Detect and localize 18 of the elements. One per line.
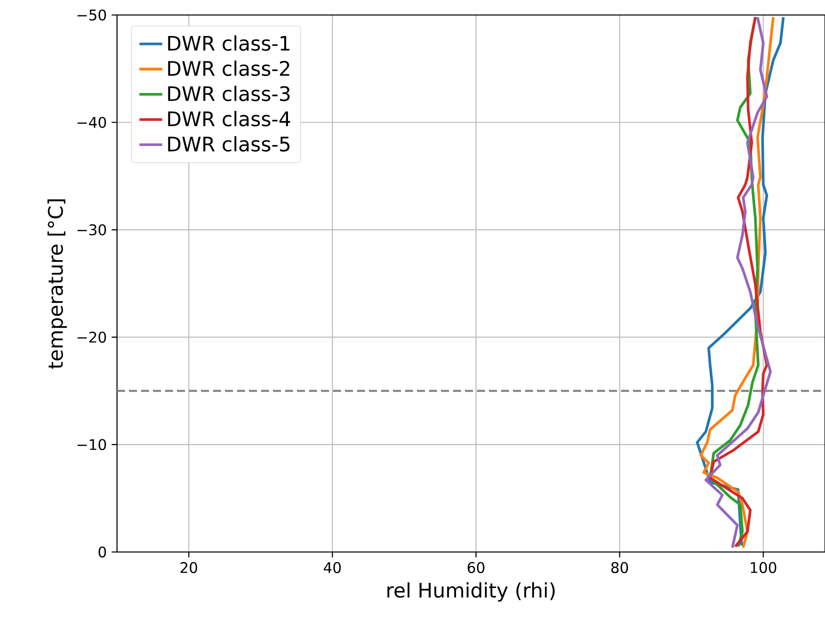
legend-label: DWR class-4 — [168, 110, 290, 126]
y-tick-label: −30 — [78, 224, 106, 236]
legend-label: DWR class-5 — [168, 136, 290, 152]
y-tick-label: −50 — [78, 9, 106, 21]
y-axis-title: temperature [°C] — [48, 199, 67, 369]
y-tick-label: −20 — [78, 332, 106, 343]
y-tick-label: −10 — [78, 439, 106, 450]
legend-label: DWR class-3 — [168, 86, 290, 102]
x-tick-label: 100 — [750, 562, 776, 574]
x-tick-label: 20 — [180, 562, 198, 574]
x-tick-label: 80 — [611, 562, 628, 574]
legend-label: DWR class-2 — [168, 60, 290, 76]
legend-label: DWR class-1 — [168, 35, 290, 51]
x-tick-label: 40 — [324, 562, 341, 574]
y-tick-label: −40 — [78, 116, 106, 128]
x-tick-label: 60 — [468, 562, 484, 574]
x-axis-title: rel Humidity (rhi) — [387, 582, 555, 602]
y-tick-label: 0 — [98, 546, 106, 558]
